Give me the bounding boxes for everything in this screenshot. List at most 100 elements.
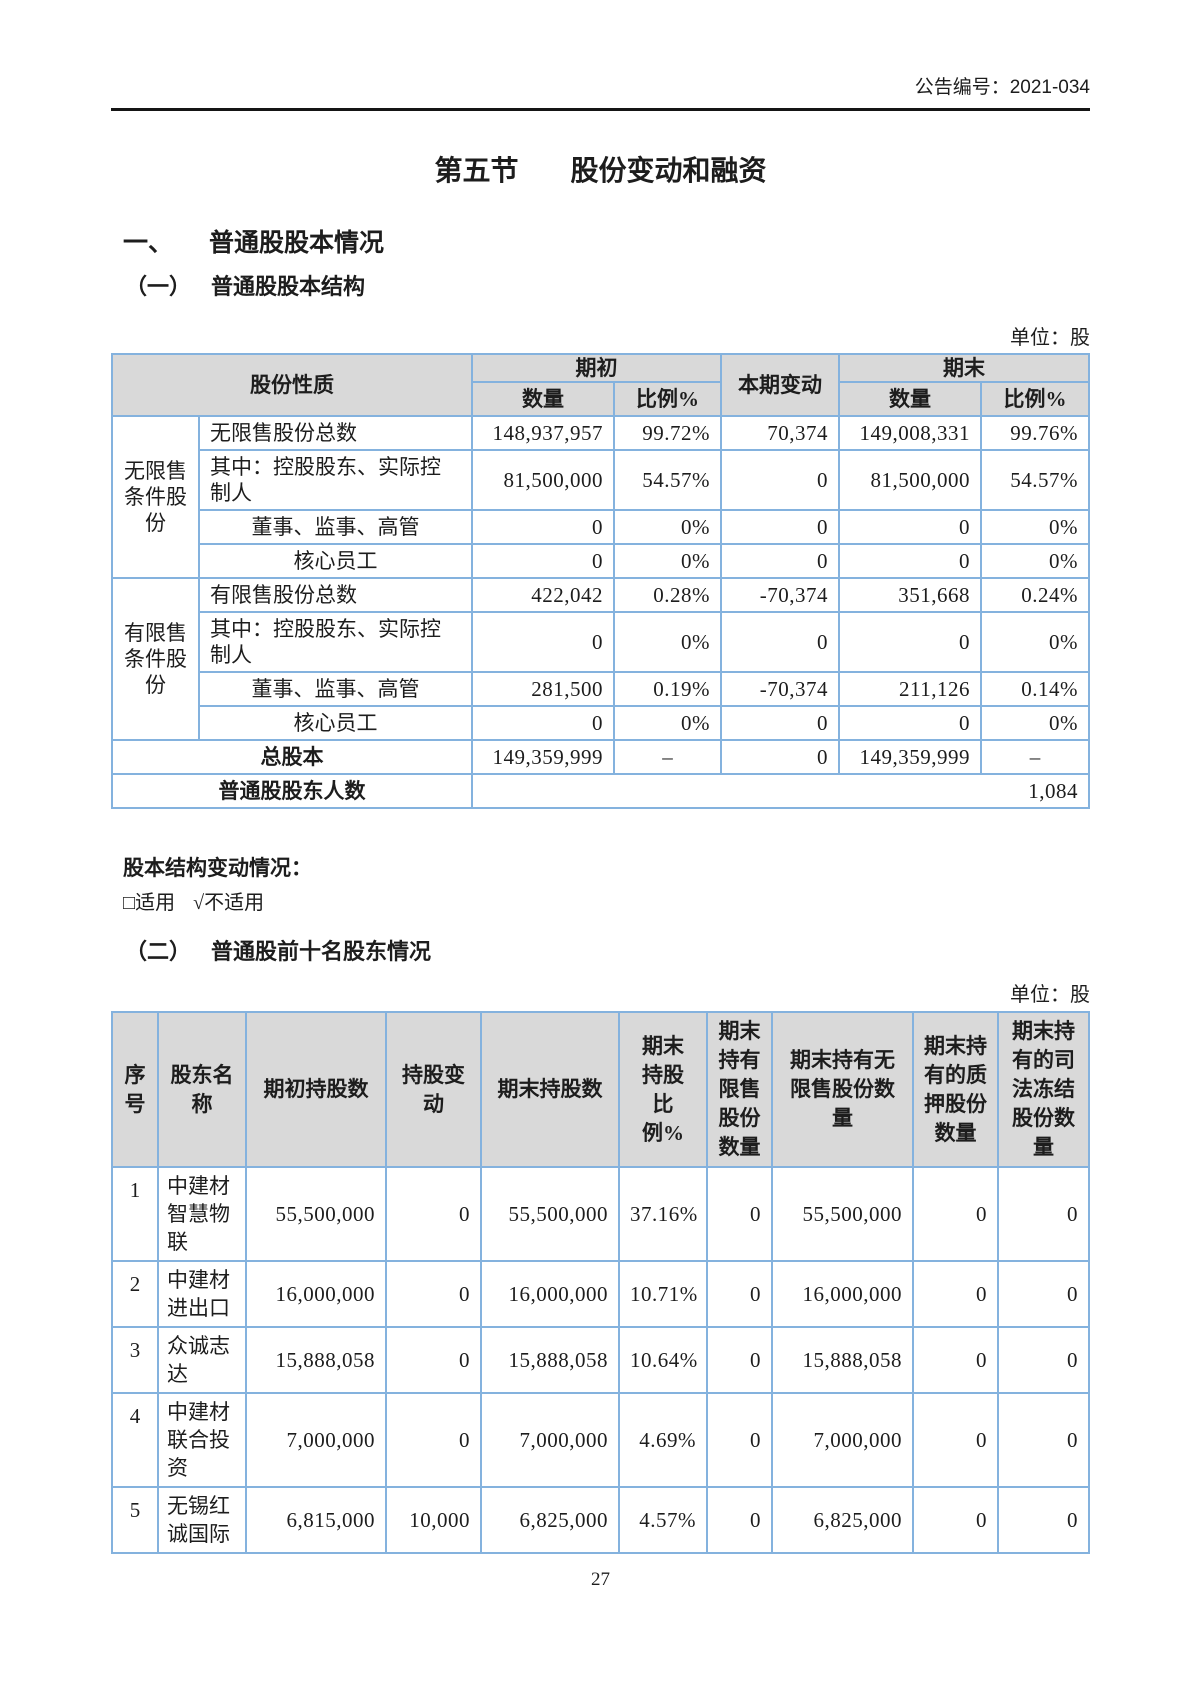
cell-pledged: 0 — [912, 1392, 999, 1488]
th-end-pct-text: 期末持股比例% — [642, 1033, 684, 1145]
shareholder-row-1: 1 中建材智慧物联 55,500,000 0 55,500,000 37.16%… — [111, 1166, 1090, 1262]
cell-end-qty: 149,008,331 — [838, 415, 982, 451]
th-end-holding: 期末持股数 — [480, 1011, 620, 1168]
cell-begin-pct: 0% — [613, 705, 722, 741]
th-end-period: 期末 — [838, 353, 1090, 383]
holder-name-text: 中建材进出口 — [167, 1268, 230, 1320]
cell-unrestricted: 6,825,000 — [771, 1486, 914, 1554]
th-holding-change: 持股变动 — [385, 1011, 482, 1168]
cell-restricted: 0 — [706, 1326, 773, 1394]
cell-restricted: 0 — [706, 1166, 773, 1262]
cell-unrestricted: 15,888,058 — [771, 1326, 914, 1394]
cell-change: 0 — [720, 543, 840, 579]
cell-end-qty: 0 — [838, 611, 982, 673]
table1-header-row-2: 数量 比例% 数量 比例% — [112, 381, 1090, 417]
th-restricted-shares-text: 期末持有限售股份数量 — [718, 1019, 761, 1159]
cell-holding-change: 0 — [385, 1392, 482, 1488]
unit-label-2: 单位：股 — [1010, 984, 1090, 1006]
holder-name-text: 无锡红诚国际 — [167, 1494, 230, 1546]
cell-end-holding: 15,888,058 — [480, 1326, 620, 1394]
cell-restricted: 0 — [706, 1260, 773, 1328]
cell-end-qty: 81,500,000 — [838, 449, 982, 511]
cell-end-pct: 54.57% — [980, 449, 1090, 511]
cell-end-pct: 10.64% — [618, 1326, 708, 1394]
cell-pledged: 0 — [912, 1166, 999, 1262]
cell-end-pct: 10.71% — [618, 1260, 708, 1328]
cell-change: -70,374 — [720, 671, 840, 707]
group-label: 有限售条件股份 — [124, 621, 187, 697]
th-holder-name: 股东名称 — [157, 1011, 247, 1168]
cell-group-unrestricted: 无限售条件股份 — [111, 415, 200, 579]
cell-row-label: 核心员工 — [198, 543, 473, 579]
top-shareholders-table: 序号 股东名称 期初持股数 持股变动 期末持股数 期末持股比例% 期末持有限售股… — [111, 1011, 1090, 1554]
cell-end-qty: 211,126 — [838, 671, 982, 707]
holder-name-text: 中建材联合投资 — [167, 1400, 230, 1480]
th-restricted-shares: 期末持有限售股份数量 — [706, 1011, 773, 1168]
cell-begin-qty: 81,500,000 — [471, 449, 615, 511]
cell-change: 0 — [720, 705, 840, 741]
cell-group-restricted: 有限售条件股份 — [111, 577, 200, 741]
subsection-1-2-label: 普通股前十名股东情况 — [211, 939, 432, 964]
cell-holder-name: 中建材进出口 — [157, 1260, 247, 1328]
cell-begin-qty: 149,359,999 — [471, 739, 615, 775]
cell-holder-name: 众诚志达 — [157, 1326, 247, 1394]
group-label: 无限售条件股份 — [124, 459, 187, 535]
table1-row-restricted-controller: 其中：控股股东、实际控制人 0 0% 0 0 0% — [112, 611, 1090, 673]
cell-end-holding: 55,500,000 — [480, 1166, 620, 1262]
table1-row-restricted-executives: 董事、监事、高管 281,500 0.19% -70,374 211,126 0… — [112, 671, 1090, 707]
cell-begin-qty: 0 — [471, 509, 615, 545]
th-frozen-shares-text: 期末持有的司法冻结股份数量 — [1012, 1019, 1075, 1159]
cell-change: 0 — [720, 509, 840, 545]
table1-row-shareholder-count: 普通股股东人数 1,084 — [111, 773, 1090, 809]
cell-pledged: 0 — [912, 1326, 999, 1394]
th-end-pct: 期末持股比例% — [618, 1011, 708, 1168]
page-title: 第五节 股份变动和融资 — [111, 155, 1090, 189]
th-begin-pct: 比例% — [613, 381, 722, 417]
th-begin-period: 期初 — [471, 353, 722, 383]
cell-unrestricted: 7,000,000 — [771, 1392, 914, 1488]
shareholder-row-5: 5 无锡红诚国际 6,815,000 10,000 6,825,000 4.57… — [111, 1486, 1090, 1554]
cell-change: 70,374 — [720, 415, 840, 451]
cell-frozen: 0 — [997, 1326, 1090, 1394]
cell-holding-change: 0 — [385, 1326, 482, 1394]
th-index: 序号 — [111, 1011, 159, 1168]
table2-header-row: 序号 股东名称 期初持股数 持股变动 期末持股数 期末持股比例% 期末持有限售股… — [111, 1011, 1090, 1168]
cell-frozen: 0 — [997, 1260, 1090, 1328]
th-pledged-shares-text: 期末持有的质押股份数量 — [924, 1033, 987, 1145]
cell-row-label: 核心员工 — [198, 705, 473, 741]
cell-end-holding: 16,000,000 — [480, 1260, 620, 1328]
cell-begin-holding: 6,815,000 — [245, 1486, 387, 1554]
cell-end-pct: 4.69% — [618, 1392, 708, 1488]
th-begin-holding-text: 期初持股数 — [263, 1077, 369, 1101]
cell-begin-pct: 0% — [613, 509, 722, 545]
cell-holding-change: 0 — [385, 1260, 482, 1328]
announcement-number: 公告编号：2021-034 — [914, 77, 1090, 98]
shareholder-row-4: 4 中建材联合投资 7,000,000 0 7,000,000 4.69% 0 … — [111, 1392, 1090, 1488]
cell-begin-holding: 7,000,000 — [245, 1392, 387, 1488]
cell-begin-qty: 0 — [471, 543, 615, 579]
cell-end-pct: 0% — [980, 543, 1090, 579]
th-pledged-shares: 期末持有的质押股份数量 — [912, 1011, 999, 1168]
cell-pledged: 0 — [912, 1486, 999, 1554]
th-unrestricted-shares: 期末持有无限售股份数量 — [771, 1011, 914, 1168]
section-heading-1: 一、 普通股股本情况 — [111, 229, 1090, 259]
cell-index: 3 — [111, 1326, 159, 1394]
cell-begin-pct: 54.57% — [613, 449, 722, 511]
cell-index: 5 — [111, 1486, 159, 1554]
table1-row-restricted-core-staff: 核心员工 0 0% 0 0 0% — [112, 705, 1090, 741]
th-index-text: 序号 — [124, 1062, 146, 1116]
th-end-holding-text: 期末持股数 — [497, 1077, 603, 1101]
cell-begin-pct: 0% — [613, 611, 722, 673]
cell-change: 0 — [720, 449, 840, 511]
cell-begin-holding: 15,888,058 — [245, 1326, 387, 1394]
cell-row-label: 董事、监事、高管 — [198, 509, 473, 545]
cell-begin-holding: 55,500,000 — [245, 1166, 387, 1262]
table1-header-row-1: 股份性质 期初 本期变动 期末 — [111, 353, 1090, 417]
cell-end-pct: 0.14% — [980, 671, 1090, 707]
cell-begin-pct: – — [613, 739, 722, 775]
th-begin-qty: 数量 — [471, 381, 615, 417]
cell-begin-holding: 16,000,000 — [245, 1260, 387, 1328]
table1-row-unrestricted-total: 无限售条件股份 无限售股份总数 148,937,957 99.72% 70,37… — [111, 415, 1090, 579]
cell-frozen: 0 — [997, 1486, 1090, 1554]
cell-index: 2 — [111, 1260, 159, 1328]
